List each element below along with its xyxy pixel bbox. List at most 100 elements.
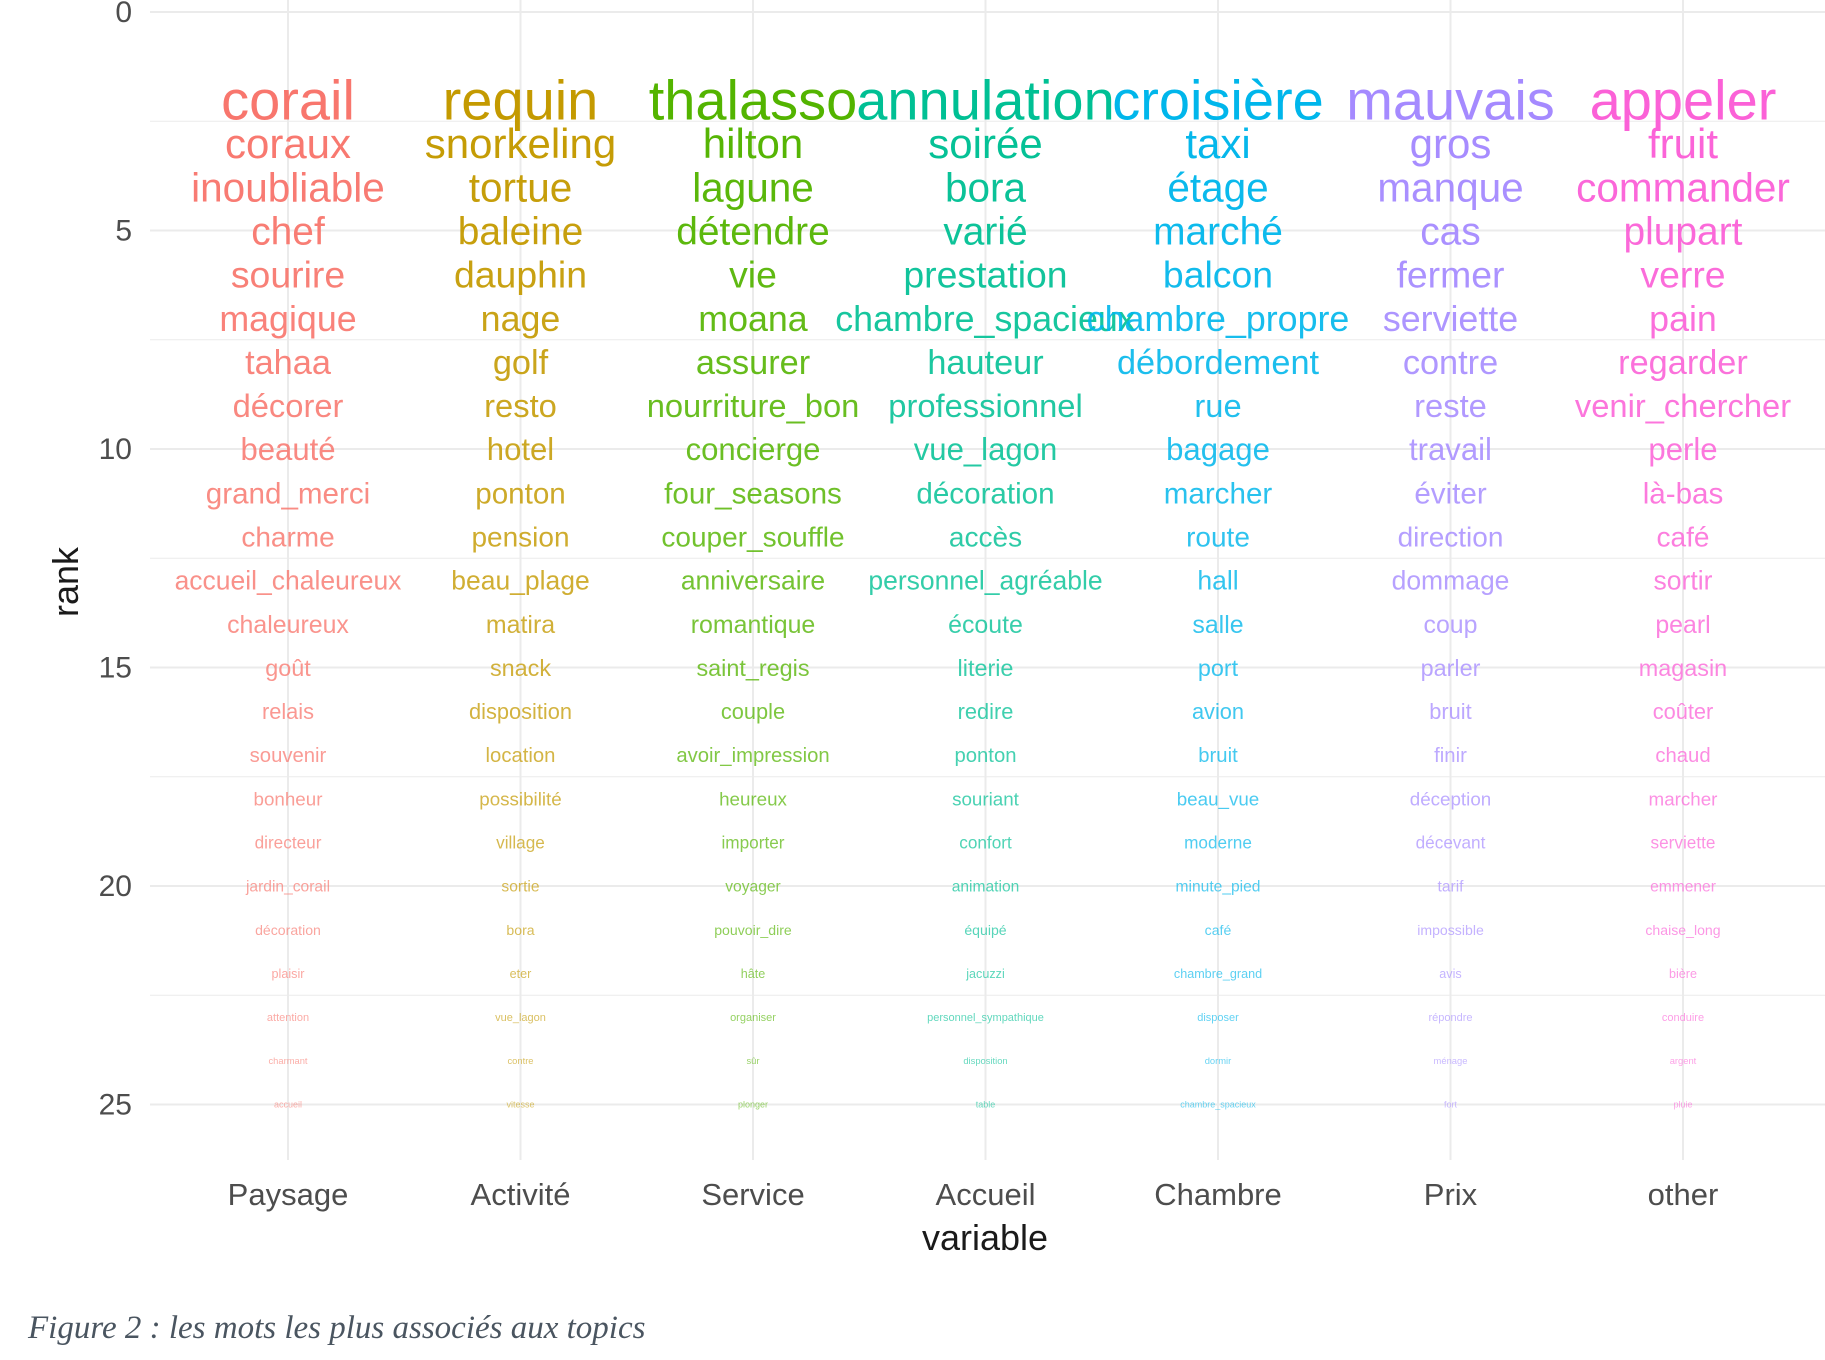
y-tick-label: 20 <box>99 870 132 903</box>
word-marks: corailcorauxinoubliablechefsouriremagiqu… <box>175 69 1792 1110</box>
word-label: décoration <box>916 477 1054 510</box>
word-label: chambre_grand <box>1174 967 1262 981</box>
word-label: accès <box>949 521 1022 552</box>
word-label: hall <box>1197 566 1238 596</box>
word-label: vue_lagon <box>914 432 1058 467</box>
word-label: confort <box>959 832 1012 852</box>
word-label: souvenir <box>250 745 327 767</box>
y-tick-label: 0 <box>115 0 132 29</box>
word-label: parler <box>1421 655 1481 681</box>
y-tick-label: 15 <box>99 652 132 685</box>
y-tick-label: 5 <box>115 215 132 248</box>
word-label: salle <box>1192 611 1243 639</box>
word-label: accueil_chaleureux <box>175 566 402 596</box>
word-label: souriant <box>952 788 1020 809</box>
word-label: bière <box>1669 967 1697 981</box>
word-label: débordement <box>1117 344 1320 382</box>
word-label: bruit <box>1429 699 1471 724</box>
word-label: chaleureux <box>227 611 349 639</box>
word-label: port <box>1198 655 1239 681</box>
word-label: avion <box>1192 699 1244 724</box>
word-label: contre <box>507 1055 533 1066</box>
word-label: pension <box>471 521 569 552</box>
word-label: four_seasons <box>664 477 842 510</box>
word-label: heureux <box>719 788 787 809</box>
word-label: commander <box>1576 164 1790 210</box>
word-label: beau_plage <box>451 566 590 596</box>
word-label: serviette <box>1651 832 1716 852</box>
word-label: reste <box>1414 387 1487 424</box>
word-label: beau_vue <box>1177 788 1260 810</box>
word-label: thalasso <box>649 69 858 132</box>
word-label: tarif <box>1438 879 1465 896</box>
word-label: saint_regis <box>696 655 809 681</box>
word-label: prestation <box>903 254 1067 296</box>
word-label: snorkeling <box>425 120 616 167</box>
word-label: matira <box>486 611 555 639</box>
word-label: snack <box>490 655 551 681</box>
word-label: dommage <box>1392 566 1510 596</box>
word-label: avoir_impression <box>676 745 829 767</box>
word-label: ponton <box>475 477 566 510</box>
word-label: inoubliable <box>191 164 385 210</box>
word-label: voyager <box>725 879 780 896</box>
word-label: grand_merci <box>206 477 371 510</box>
word-label: café <box>1657 521 1710 552</box>
word-label: ponton <box>954 745 1016 767</box>
word-label: animation <box>952 879 1020 896</box>
word-label: bora <box>945 164 1027 210</box>
word-label: magasin <box>1639 655 1727 681</box>
word-label: rue <box>1194 387 1241 424</box>
word-label: marcher <box>1164 477 1273 510</box>
word-label: croisière <box>1112 69 1324 132</box>
word-label: appeler <box>1590 69 1777 132</box>
word-label: vitesse <box>506 1100 534 1110</box>
word-label: charme <box>241 521 334 552</box>
word-label: eter <box>510 967 532 981</box>
word-label: corail <box>221 69 355 132</box>
word-label: direction <box>1398 521 1504 552</box>
y-tick-label: 25 <box>99 1089 132 1122</box>
word-label: pearl <box>1655 611 1710 639</box>
word-label: dormir <box>1205 1055 1232 1066</box>
word-label: charmant <box>268 1055 307 1066</box>
word-label: contre <box>1403 344 1498 382</box>
y-tick-label: 10 <box>99 433 132 466</box>
word-label: jardin_corail <box>245 879 330 896</box>
x-tick-label: Accueil <box>936 1177 1036 1212</box>
x-tick-label: Paysage <box>228 1177 349 1212</box>
x-tick-label: Service <box>701 1177 804 1212</box>
word-label: goût <box>265 655 311 681</box>
word-label: bruit <box>1198 745 1238 767</box>
word-label: balcon <box>1163 254 1273 296</box>
word-label: regarder <box>1618 344 1748 382</box>
word-label: minute_pied <box>1176 879 1261 896</box>
word-label: décorer <box>233 387 344 424</box>
y-axis: 0 5 10 15 20 25 <box>99 0 132 1122</box>
word-label: soirée <box>928 120 1042 167</box>
word-label: couper_souffle <box>661 521 844 552</box>
word-label: accueil <box>274 1100 302 1110</box>
word-label: jacuzzi <box>965 967 1005 981</box>
word-label: décevant <box>1416 832 1486 852</box>
x-tick-label: Activité <box>471 1177 571 1212</box>
word-label: répondre <box>1428 1012 1472 1024</box>
word-label: marché <box>1153 211 1283 254</box>
word-label: relais <box>262 699 314 724</box>
word-label: disposer <box>1197 1012 1239 1024</box>
word-label: bagage <box>1166 432 1270 467</box>
word-label: golf <box>493 344 549 382</box>
word-label: redire <box>958 699 1014 724</box>
word-label: serviette <box>1383 299 1518 339</box>
word-label: beauté <box>240 432 335 467</box>
word-label: impossible <box>1417 922 1484 938</box>
word-label: vue_lagon <box>495 1012 546 1024</box>
word-label: vie <box>729 254 777 296</box>
x-tick-label: Chambre <box>1154 1177 1282 1212</box>
word-label: varié <box>943 211 1027 254</box>
word-label: moderne <box>1184 832 1252 852</box>
word-label: hauteur <box>927 344 1043 382</box>
word-label: mauvais <box>1346 69 1555 132</box>
figure-caption: Figure 2 : les mots les plus associés au… <box>28 1310 646 1346</box>
word-label: plupart <box>1624 211 1743 254</box>
